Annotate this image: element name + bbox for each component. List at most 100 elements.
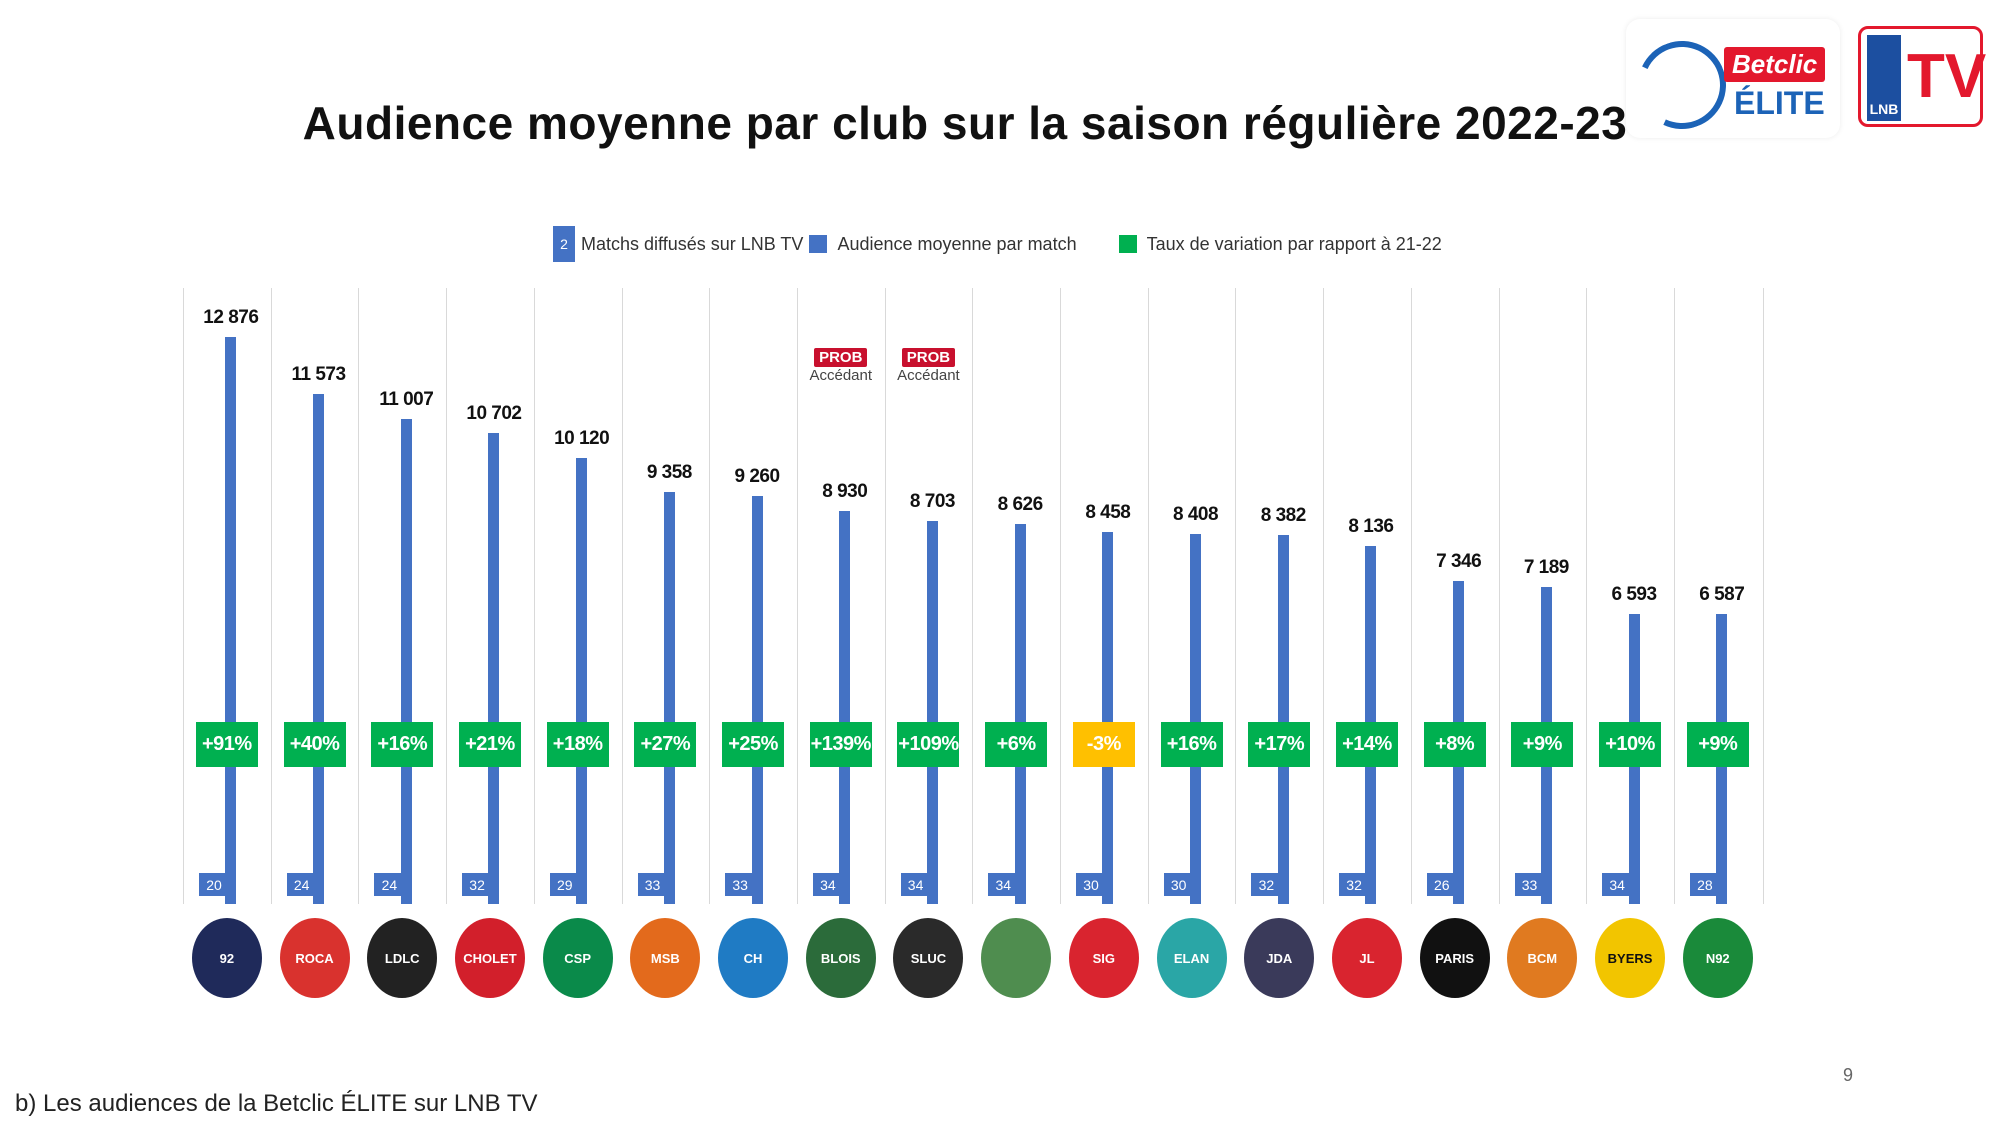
value-label: 8 136 bbox=[1348, 515, 1394, 537]
gridline-column bbox=[270, 288, 360, 904]
matches-count-badge: 26 bbox=[1426, 873, 1457, 896]
page-number: 9 bbox=[1843, 1065, 1854, 1085]
matches-count-badge: 34 bbox=[900, 873, 931, 896]
value-label: 11 573 bbox=[291, 364, 347, 386]
club-logo-icon: ELAN bbox=[1156, 918, 1227, 998]
gridline-column bbox=[446, 288, 535, 904]
variation-badge: +8% bbox=[1423, 722, 1486, 767]
gridline-column bbox=[884, 288, 974, 904]
variation-badge: +139% bbox=[809, 722, 872, 767]
variation-badge: +17% bbox=[1248, 722, 1311, 767]
betclic-elite-logo: Betclic ÉLITE bbox=[1625, 19, 1840, 142]
audience-bar bbox=[576, 458, 588, 904]
club-logo-icon: PARIS bbox=[1419, 918, 1490, 998]
tv-mark: TV bbox=[1907, 42, 1987, 111]
club-logo-icon: SIG bbox=[1068, 918, 1139, 998]
gridline-column bbox=[709, 288, 798, 904]
matches-count-badge: 20 bbox=[199, 873, 229, 896]
matches-count-badge: 32 bbox=[1251, 873, 1282, 896]
footnote: b) Les audiences de la Betclic ÉLITE sur… bbox=[15, 1090, 538, 1117]
variation-badge: +21% bbox=[458, 722, 521, 767]
club-logo-icon: 92 bbox=[191, 918, 262, 998]
matches-count-badge: 30 bbox=[1163, 873, 1194, 896]
club-logo-icon: CSP bbox=[542, 918, 613, 998]
variation-badge: +18% bbox=[546, 722, 609, 767]
legend-variation-label: Taux de variation par rapport à 21-22 bbox=[1146, 233, 1442, 254]
club-logo-icon: LDLC bbox=[367, 918, 438, 998]
club-logo-icon: SLUC bbox=[893, 918, 964, 998]
variation-badge: +16% bbox=[371, 722, 434, 767]
gridline-column bbox=[1586, 288, 1675, 904]
club-logo-icon: N92 bbox=[1682, 918, 1753, 998]
club-logo-icon: ROCA bbox=[279, 918, 350, 998]
gridline-column bbox=[1410, 288, 1500, 904]
matches-count-badge: 33 bbox=[725, 873, 756, 896]
gridline-column bbox=[621, 288, 711, 904]
audience-bar bbox=[751, 496, 763, 904]
value-label: 9 260 bbox=[734, 466, 781, 488]
gridline-column bbox=[1498, 288, 1588, 904]
promoted-text: Accédant bbox=[809, 367, 873, 384]
legend-count-label: Matchs diffusés sur LNB TV bbox=[581, 233, 804, 254]
audience-bar bbox=[926, 520, 938, 904]
club-logo-icon bbox=[981, 918, 1052, 998]
variation-badge: +6% bbox=[985, 722, 1048, 767]
matches-count-badge: 24 bbox=[286, 873, 317, 896]
club-logo-icon: BLOIS bbox=[805, 918, 876, 998]
lnb-mark: LNB bbox=[1867, 35, 1901, 121]
audience-bar bbox=[225, 337, 237, 904]
gridline-column bbox=[533, 288, 623, 904]
club-logo-icon: BCM bbox=[1507, 918, 1578, 998]
club-logo-icon: MSB bbox=[630, 918, 701, 998]
variation-badge: +9% bbox=[1511, 722, 1574, 767]
variation-badge: +16% bbox=[1160, 722, 1223, 767]
value-label: 9 358 bbox=[646, 461, 693, 483]
value-label: 8 458 bbox=[1085, 501, 1131, 523]
value-label: 7 189 bbox=[1523, 557, 1570, 579]
variation-badge: +91% bbox=[195, 722, 258, 767]
matches-count-badge: 34 bbox=[1602, 873, 1633, 896]
audience-bar bbox=[1190, 533, 1202, 904]
matches-count-badge: 34 bbox=[812, 873, 843, 896]
audience-bar bbox=[313, 394, 325, 904]
club-logo-icon: JDA bbox=[1244, 918, 1315, 998]
matches-count-badge: 30 bbox=[1076, 873, 1106, 896]
value-label: 8 382 bbox=[1260, 504, 1307, 526]
matches-count-badge: 32 bbox=[462, 873, 493, 896]
value-label: 11 007 bbox=[379, 389, 434, 411]
matches-count-badge: 33 bbox=[1514, 873, 1545, 896]
legend-audience-swatch bbox=[809, 235, 828, 253]
club-logo-icon: CH bbox=[718, 918, 789, 998]
audience-bar bbox=[1014, 524, 1026, 904]
promoted-label: PROB Accédant bbox=[883, 348, 973, 384]
page-title: Audience moyenne par club sur la saison … bbox=[302, 97, 1628, 149]
variation-badge: +109% bbox=[897, 722, 960, 767]
legend-count-swatch: 2 bbox=[553, 226, 575, 262]
matches-count-badge: 29 bbox=[549, 873, 580, 896]
value-label: 10 120 bbox=[554, 428, 610, 450]
value-label: 8 408 bbox=[1173, 503, 1219, 525]
audience-bar bbox=[663, 491, 675, 904]
matches-count-badge: 33 bbox=[637, 873, 668, 896]
variation-badge: +25% bbox=[722, 722, 785, 767]
matches-count-badge: 24 bbox=[374, 873, 405, 896]
audience-bar bbox=[1102, 531, 1114, 904]
gridline-column bbox=[183, 288, 272, 904]
variation-badge: -3% bbox=[1072, 722, 1135, 767]
variation-badge: +10% bbox=[1599, 722, 1662, 767]
gridline-column bbox=[1147, 288, 1237, 904]
audience-bar bbox=[839, 510, 851, 904]
value-label: 7 346 bbox=[1436, 550, 1482, 572]
variation-badge: +40% bbox=[283, 722, 346, 767]
matches-count-badge: 32 bbox=[1339, 873, 1370, 896]
lnb-tv-logo: LNB TV bbox=[1858, 26, 1987, 127]
gridline-column bbox=[1673, 288, 1764, 904]
club-logo-icon: JL bbox=[1331, 918, 1402, 998]
value-label: 10 702 bbox=[466, 402, 522, 424]
club-logo-icon: BYERS bbox=[1595, 918, 1666, 998]
legend-variation-swatch bbox=[1118, 235, 1137, 253]
prob-badge-icon: PROB bbox=[814, 348, 868, 367]
elite-wordmark: ÉLITE bbox=[1734, 85, 1825, 121]
audience-bar bbox=[1277, 534, 1289, 904]
